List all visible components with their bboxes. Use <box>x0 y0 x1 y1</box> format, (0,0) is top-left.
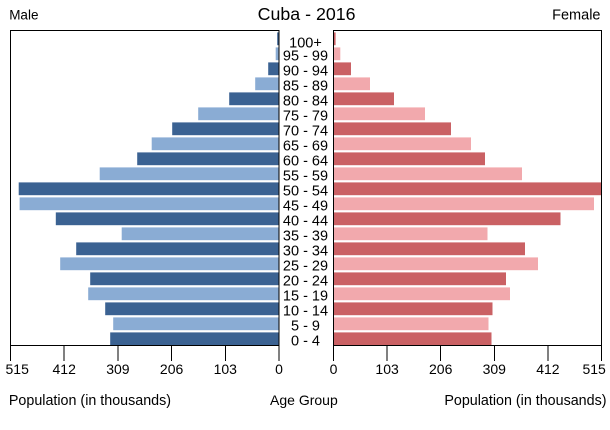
svg-text:0: 0 <box>275 361 283 377</box>
svg-text:10 - 14: 10 - 14 <box>283 304 328 320</box>
svg-text:20 - 24: 20 - 24 <box>283 274 328 290</box>
svg-text:95 - 99: 95 - 99 <box>283 49 328 65</box>
svg-text:80 - 84: 80 - 84 <box>283 94 328 110</box>
svg-text:35 - 39: 35 - 39 <box>283 229 328 245</box>
svg-text:Female: Female <box>552 8 600 24</box>
svg-text:75 - 79: 75 - 79 <box>283 109 328 125</box>
svg-text:103: 103 <box>214 361 238 377</box>
svg-text:25 - 29: 25 - 29 <box>283 259 328 275</box>
svg-text:412: 412 <box>536 361 560 377</box>
svg-text:309: 309 <box>106 361 130 377</box>
svg-text:Population (in thousands): Population (in thousands) <box>9 393 171 409</box>
svg-text:412: 412 <box>53 361 77 377</box>
svg-text:40 - 44: 40 - 44 <box>283 214 328 230</box>
svg-text:206: 206 <box>160 361 184 377</box>
svg-text:70 - 74: 70 - 74 <box>283 124 328 140</box>
svg-text:Cuba - 2016: Cuba - 2016 <box>258 4 356 24</box>
svg-text:30 - 34: 30 - 34 <box>283 244 328 260</box>
svg-text:55 - 59: 55 - 59 <box>283 169 328 185</box>
svg-text:45 - 49: 45 - 49 <box>283 199 328 215</box>
svg-text:50 - 54: 50 - 54 <box>283 184 328 200</box>
svg-text:85 - 89: 85 - 89 <box>283 79 328 95</box>
svg-text:515: 515 <box>6 361 30 377</box>
svg-text:0: 0 <box>330 361 338 377</box>
svg-text:515: 515 <box>582 361 606 377</box>
svg-text:103: 103 <box>375 361 399 377</box>
svg-text:100+: 100+ <box>289 36 322 52</box>
svg-text:90 - 94: 90 - 94 <box>283 64 328 80</box>
svg-text:206: 206 <box>429 361 453 377</box>
svg-text:309: 309 <box>483 361 507 377</box>
svg-text:0 - 4: 0 - 4 <box>291 334 320 350</box>
svg-text:60 - 64: 60 - 64 <box>283 154 328 170</box>
svg-text:65 - 69: 65 - 69 <box>283 139 328 155</box>
svg-text:15 - 19: 15 - 19 <box>283 289 328 305</box>
svg-text:Population (in thousands): Population (in thousands) <box>444 393 606 409</box>
svg-text:5 - 9: 5 - 9 <box>291 319 320 335</box>
svg-text:Age Group: Age Group <box>270 392 338 408</box>
svg-text:Male: Male <box>9 8 38 23</box>
